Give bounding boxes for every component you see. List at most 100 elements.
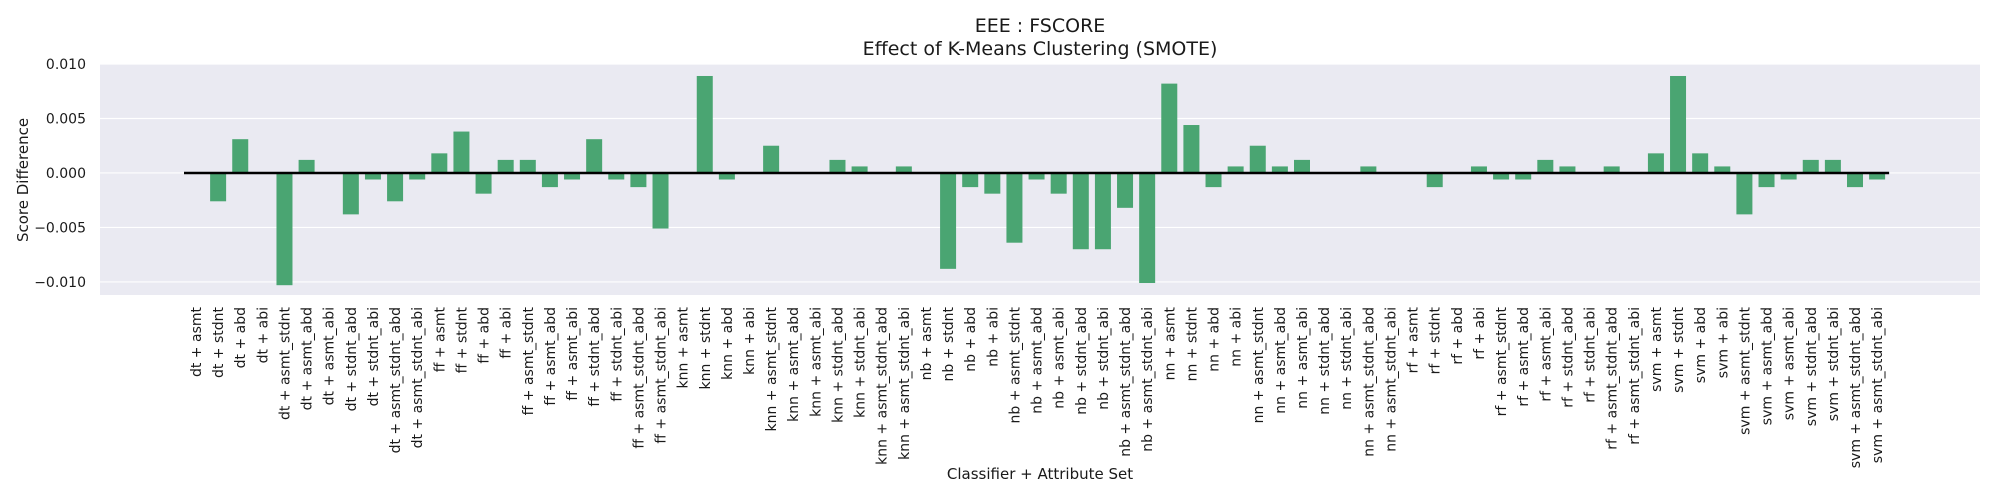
bar xyxy=(387,172,404,202)
bar xyxy=(232,139,249,173)
y-tick-labels: 0.010 0.005 0.000 −0.005 −0.010 xyxy=(34,57,86,291)
x-tick-label: dt + asmt_abi xyxy=(322,307,338,405)
x-tick-label: knn + stdnt xyxy=(698,307,714,390)
bar xyxy=(1139,172,1156,284)
x-tick-label: ff + asmt xyxy=(432,306,448,372)
bar xyxy=(1780,172,1797,180)
x-tick-label: nb + asmt_abd xyxy=(1030,307,1046,414)
bar xyxy=(940,172,957,269)
x-tick-label: rf + asmt_stdnt_abi xyxy=(1627,307,1643,445)
x-tick-label: ff + asmt_stdnt xyxy=(521,306,537,415)
bar xyxy=(1072,172,1089,250)
y-tick-label: −0.005 xyxy=(34,220,86,236)
x-tick-label: rf + abd xyxy=(1450,307,1466,365)
bar xyxy=(1117,172,1134,208)
bar xyxy=(431,153,448,173)
x-tick-label: ff + stdnt_abd xyxy=(587,307,603,407)
bar xyxy=(1050,172,1067,194)
x-tick-label: nb + asmt xyxy=(919,306,935,380)
bar xyxy=(1294,159,1310,173)
x-tick-label: rf + stdnt xyxy=(1428,307,1444,375)
x-tick-label: nn + asmt_stdnt xyxy=(1251,307,1267,424)
x-tick-label: nb + asmt_stdnt_abd xyxy=(1118,307,1134,457)
bar xyxy=(1847,172,1863,188)
x-tick-label: svm + stdnt_abd xyxy=(1804,307,1820,426)
x-tick-label: svm + stdnt xyxy=(1671,307,1687,393)
y-axis-label: Score Difference xyxy=(14,118,32,242)
x-tick-label: dt + abi xyxy=(255,307,271,363)
bar xyxy=(652,172,669,229)
bar xyxy=(1470,166,1487,173)
x-tick-label: nn + asmt_stdnt_abi xyxy=(1383,307,1399,452)
x-tick-label: dt + asmt xyxy=(189,306,205,377)
x-tick-label: svm + abd xyxy=(1693,307,1709,383)
x-tick-label: nn + asmt_abi xyxy=(1295,307,1311,409)
x-tick-label: dt + asmt_stdnt_abd xyxy=(388,307,404,453)
bar xyxy=(1692,153,1709,173)
x-tick-label: nn + asmt_abd xyxy=(1273,307,1289,414)
bar xyxy=(1515,172,1532,180)
bar xyxy=(1161,83,1178,173)
bar xyxy=(851,166,868,173)
x-tick-label: rf + asmt_abi xyxy=(1538,307,1554,402)
bar xyxy=(1249,145,1266,173)
x-tick-label: ff + abd xyxy=(477,307,493,364)
x-tick-label: ff + asmt_abd xyxy=(543,307,559,406)
x-tick-label: nn + asmt xyxy=(1162,307,1178,381)
bar xyxy=(1205,172,1222,188)
x-tick-label: nb + stdnt_abi xyxy=(1096,307,1112,410)
x-tick-label: rf + stdnt_abi xyxy=(1583,307,1599,403)
x-tick-label: dt + stdnt xyxy=(211,306,227,378)
x-tick-label: svm + asmt_stdnt_abd xyxy=(1848,307,1864,468)
x-tick-label: svm + asmt xyxy=(1649,307,1665,392)
bar xyxy=(1647,153,1664,173)
bar xyxy=(608,172,625,180)
bar xyxy=(453,131,470,173)
x-tick-label: svm + asmt_stdnt xyxy=(1737,307,1753,435)
x-tick-label: ff + asmt_stdnt_abd xyxy=(631,307,647,449)
bar xyxy=(1802,159,1819,173)
x-tick-label: svm + asmt_abd xyxy=(1760,307,1776,425)
bar xyxy=(1360,166,1377,173)
chart-subtitle: Effect of K-Means Clustering (SMOTE) xyxy=(863,38,1218,60)
bar xyxy=(1094,172,1111,250)
x-tick-label: knn + abd xyxy=(720,307,736,380)
bar xyxy=(1758,172,1775,188)
x-tick-label: nn + stdnt_abd xyxy=(1317,307,1333,415)
chart-title: EEE : FSCORE xyxy=(975,15,1106,37)
bar xyxy=(1271,166,1288,173)
bar xyxy=(475,172,492,194)
x-tick-label: nb + asmt_abi xyxy=(1052,307,1068,409)
bar xyxy=(564,172,581,180)
x-tick-label: rf + asmt_stdnt_abd xyxy=(1605,307,1621,450)
y-tick-label: 0.005 xyxy=(46,111,86,127)
x-tick-label: nn + abi xyxy=(1229,307,1245,367)
x-tick-label: dt + asmt_abd xyxy=(300,307,316,410)
bars xyxy=(210,75,1886,286)
bar xyxy=(962,172,979,188)
x-tick-label: dt + stdnt_abd xyxy=(344,307,360,411)
bar xyxy=(1028,172,1045,180)
x-tick-label: svm + stdnt_abi xyxy=(1826,307,1842,421)
x-tick-label: ff + asmt_stdnt_abi xyxy=(654,307,670,444)
x-tick-label: rf + asmt_stdnt xyxy=(1494,307,1510,417)
bar xyxy=(1603,166,1620,173)
bar xyxy=(984,172,1001,194)
bar xyxy=(1227,166,1244,173)
x-tick-label: knn + asmt_stdnt_abi xyxy=(897,307,913,460)
bar xyxy=(763,145,780,173)
x-tick-label: svm + asmt_abi xyxy=(1782,307,1798,420)
x-tick-label: ff + stdnt_abi xyxy=(609,307,625,402)
bar xyxy=(541,172,558,188)
y-tick-label: 0.010 xyxy=(46,57,86,73)
x-tick-label: rf + asmt_abd xyxy=(1516,307,1532,407)
bar xyxy=(1670,75,1687,173)
bar xyxy=(718,172,735,180)
bar xyxy=(1714,166,1731,173)
x-tick-label: nb + abi xyxy=(985,307,1001,367)
y-tick-label: 0.000 xyxy=(46,166,86,182)
x-tick-label: nb + stdnt xyxy=(941,307,957,382)
x-tick-label: knn + asmt_abd xyxy=(786,307,802,422)
x-tick-label: dt + stdnt_abi xyxy=(366,307,382,406)
